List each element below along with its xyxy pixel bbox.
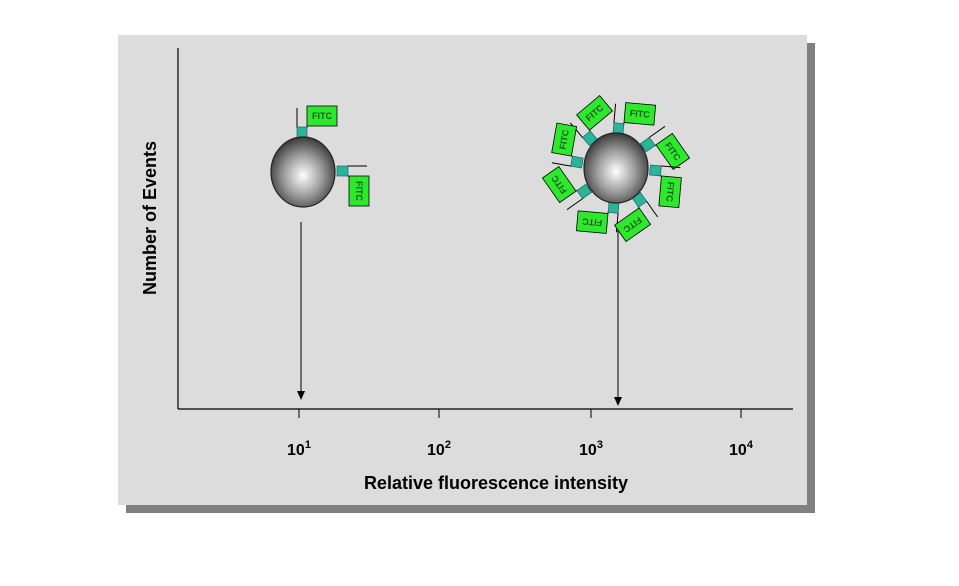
x-tick-label: 104 [729,439,754,459]
linker [296,126,308,139]
bead [583,132,649,204]
stem [613,103,617,124]
antibody: FITC [613,191,659,243]
tick-base: 10 [427,442,445,459]
fitc-label: FITC [557,128,570,150]
fitc-label: FITC [629,108,650,120]
fitc-label: FITC [354,181,364,201]
linker [576,183,593,200]
fitc-box [575,210,609,234]
fitc-box [655,132,691,171]
tick-exponent: 1 [305,439,311,451]
stem [645,200,659,218]
fitc-box [576,95,614,131]
x-axis-label: Relative fluorescence intensity [364,473,628,493]
tick-exponent: 4 [747,439,754,451]
fitc-box [613,207,652,243]
fitc-label: FITC [664,181,676,202]
fitc-label: FITC [581,216,602,228]
fitc-box [541,165,577,204]
linker [336,165,349,177]
tick-exponent: 2 [445,439,451,451]
fitc-label: FITC [312,111,332,121]
tick-exponent: 3 [597,439,603,451]
linker [639,136,656,153]
stem [648,125,666,139]
fitc-box [551,122,578,157]
fitc-box [306,105,338,127]
antibody: FITC [569,95,614,147]
stem [566,197,584,211]
x-tick-label: 101 [287,439,311,459]
x-tick-label: 103 [579,439,603,459]
stem [660,165,681,169]
antibody: FITC [639,125,691,171]
fitc-box [623,102,657,126]
tick-base: 10 [287,442,305,459]
antibody: FITC [612,102,657,135]
antibody: FITC [649,164,682,209]
stem [551,162,572,167]
linker [649,164,662,177]
fitc-box [348,175,370,207]
tick-base: 10 [579,442,597,459]
antibody: FITC [551,122,584,169]
bead [270,136,336,208]
tick-base: 10 [729,442,747,459]
antibody: FITC [575,201,620,234]
arrowhead [614,397,622,406]
antibody: FITC [336,165,370,207]
panel [118,35,807,505]
fitc-box [658,175,682,209]
x-tick-label: 102 [427,439,451,459]
linker [570,155,584,169]
antibody: FITC [541,165,593,211]
y-axis-label: Number of Events [140,141,160,295]
arrowhead [297,391,305,400]
